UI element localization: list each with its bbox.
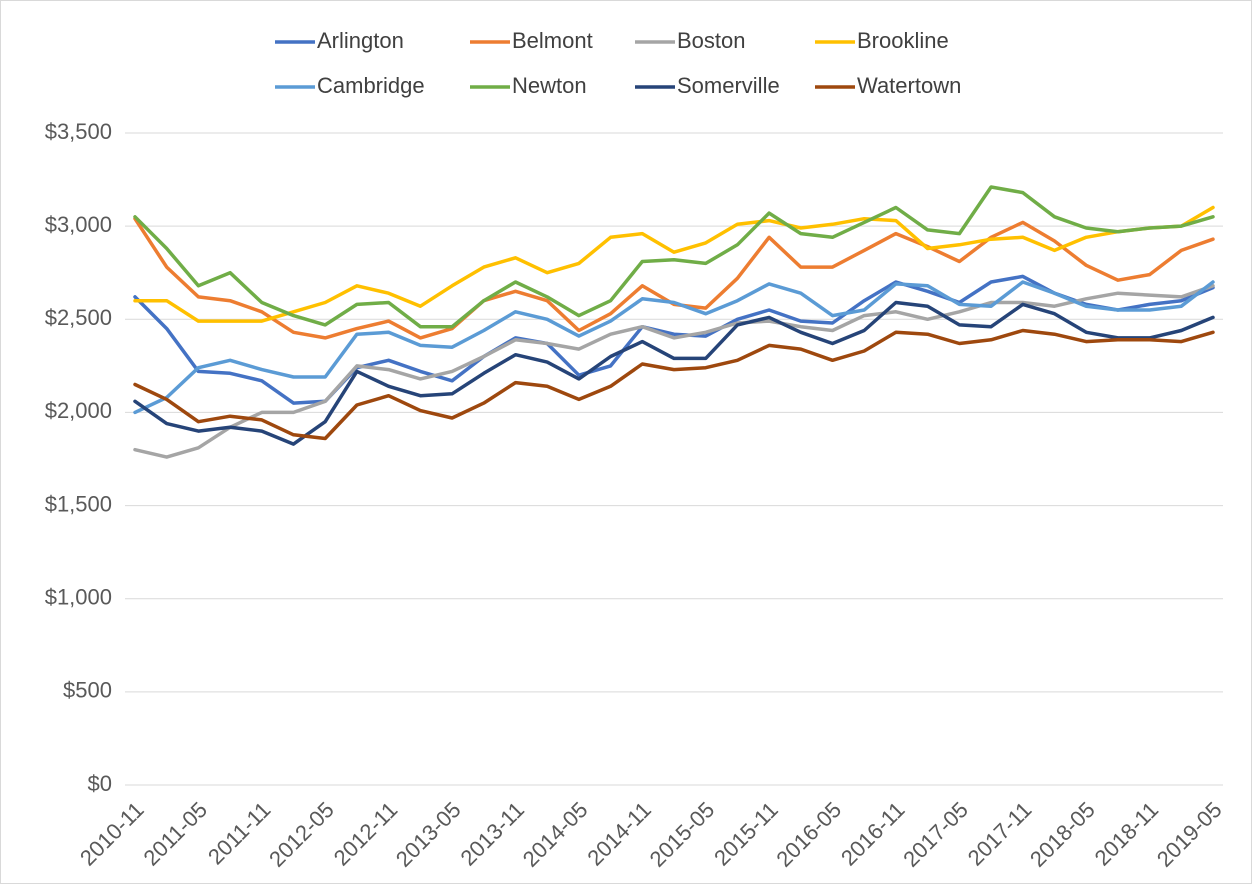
legend-label: Boston bbox=[677, 28, 746, 53]
y-tick-label: $2,000 bbox=[45, 398, 112, 423]
series-line bbox=[133, 328, 1215, 441]
series-line bbox=[133, 284, 1215, 459]
legend-label: Somerville bbox=[677, 73, 780, 98]
y-tick-label: $0 bbox=[88, 771, 112, 796]
series-line bbox=[133, 280, 1215, 415]
legend: Arlington Belmont Boston Brookline Cambridge… bbox=[275, 28, 961, 98]
legend-label: Belmont bbox=[512, 28, 593, 53]
legend-label: Watertown bbox=[857, 73, 961, 98]
series-line bbox=[133, 205, 1215, 323]
series-line bbox=[133, 216, 1215, 340]
y-tick-label: $1,500 bbox=[45, 491, 112, 516]
legend-label: Arlington bbox=[317, 28, 404, 53]
legend-label: Cambridge bbox=[317, 73, 425, 98]
series-line bbox=[133, 300, 1215, 446]
y-tick-label: $500 bbox=[63, 678, 112, 703]
y-tick-label: $3,000 bbox=[45, 212, 112, 237]
series-line bbox=[133, 185, 1215, 329]
y-tick-label: $2,500 bbox=[45, 305, 112, 330]
y-tick-label: $3,500 bbox=[45, 119, 112, 144]
legend-label: Newton bbox=[512, 73, 587, 98]
series-line bbox=[133, 274, 1215, 405]
legend-label: Brookline bbox=[857, 28, 949, 53]
y-tick-label: $1,000 bbox=[45, 585, 112, 610]
